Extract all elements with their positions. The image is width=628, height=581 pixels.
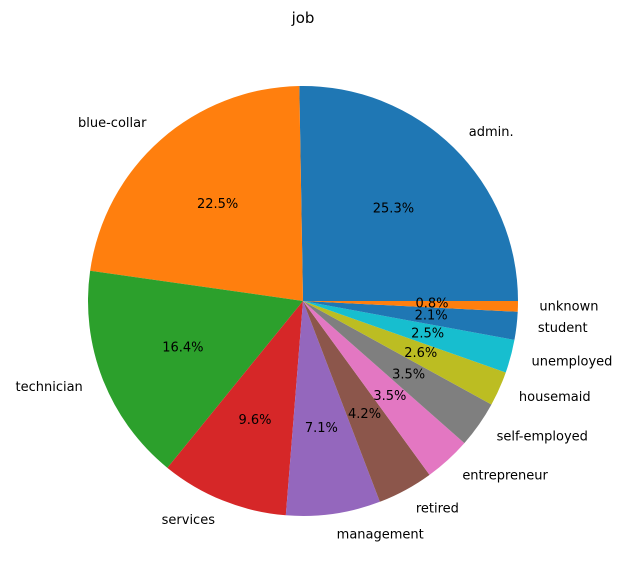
- pie-slices: [87, 85, 518, 516]
- slice-housemaid: [303, 301, 506, 405]
- slice-unemployed: [303, 301, 515, 373]
- slice-label-retired: retired: [416, 501, 459, 516]
- slice-label-self-employed: self-employed: [497, 429, 588, 444]
- slice-retired: [303, 301, 430, 502]
- percent-label-self-employed: 3.5%: [392, 368, 425, 383]
- slice-label-technician: technician: [15, 380, 82, 395]
- slice-technician: [87, 270, 303, 468]
- chart-title: job: [291, 9, 315, 27]
- percent-labels: 25.3% 22.5% 16.4% 9.6% 7.1% 4.2% 3.5% 3.5% 2.6% 2…: [162, 197, 448, 436]
- percent-label-management: 7.1%: [305, 421, 338, 436]
- slice-labels: admin. blue-collar technician services manag…: [15, 116, 612, 542]
- slice-self-employed: [303, 301, 492, 444]
- percent-label-unknown: 0.8%: [415, 297, 448, 312]
- percent-label-unemployed: 2.5%: [411, 327, 444, 342]
- slice-services: [167, 301, 303, 516]
- slice-admin: [299, 85, 518, 301]
- percent-label-services: 9.6%: [238, 413, 271, 428]
- percent-label-housemaid: 2.6%: [404, 346, 437, 361]
- percent-label-retired: 4.2%: [348, 407, 381, 422]
- slice-label-services: services: [162, 513, 216, 528]
- slice-label-housemaid: housemaid: [519, 390, 591, 405]
- slice-label-blue-collar: blue-collar: [78, 116, 147, 131]
- slice-label-student: student: [538, 321, 588, 336]
- slice-label-unemployed: unemployed: [532, 354, 613, 369]
- slice-label-unknown: unknown: [539, 299, 598, 314]
- slice-unknown: [303, 301, 518, 312]
- slice-management: [285, 301, 380, 516]
- percent-label-entrepreneur: 3.5%: [373, 389, 406, 404]
- percent-label-student: 2.1%: [415, 308, 448, 323]
- percent-label-technician: 16.4%: [162, 341, 203, 356]
- slice-entrepreneur: [303, 301, 465, 475]
- percent-label-blue-collar: 22.5%: [197, 197, 238, 212]
- slice-student: [303, 301, 518, 340]
- percent-label-admin: 25.3%: [373, 201, 414, 216]
- slice-label-entrepreneur: entrepreneur: [462, 468, 548, 483]
- slice-label-admin: admin.: [469, 125, 514, 140]
- slice-label-management: management: [337, 528, 424, 543]
- slice-blue-collar: [90, 86, 303, 301]
